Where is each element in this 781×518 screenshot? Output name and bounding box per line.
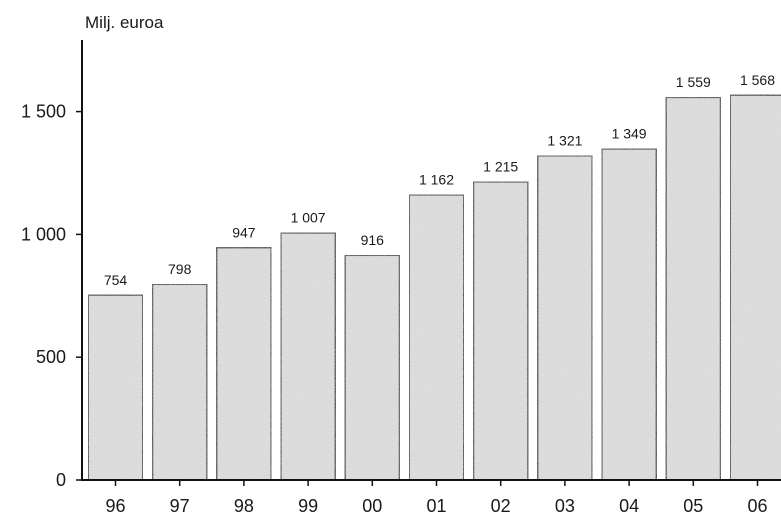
x-axis: 96 97 98 99 00 01 02 03 04 05 06 [82,479,781,516]
x-tick-label: 01 [426,496,446,516]
bar-value-label: 1 349 [612,126,647,142]
bar-02 [472,180,530,481]
x-tick-label: 05 [683,496,703,516]
bar-value-label: 916 [361,232,385,248]
y-axis-label: Milj. euroa [85,13,164,32]
x-tick-label: 97 [170,496,190,516]
x-tick-label: 03 [555,496,575,516]
y-tick-label: 500 [36,347,66,367]
bar-01 [408,193,465,481]
bar-04 [600,147,658,481]
y-tick-label: 0 [56,470,66,490]
x-tick-label: 06 [747,496,767,516]
x-tick-label: 96 [105,496,125,516]
bar-value-label: 1 559 [676,74,711,90]
bar-value-label: 798 [168,261,192,277]
bar-05 [664,96,722,482]
x-tick-label: 98 [234,496,254,516]
bar-value-label: 1 215 [483,159,518,175]
y-tick-label: 1 500 [21,102,66,122]
bar-value-label: 1 007 [291,210,326,226]
bar-value-label: 1 162 [419,172,454,188]
bar-value-label: 1 568 [740,72,775,88]
y-tick-label: 1 000 [21,224,66,244]
y-axis: 0 500 1 000 1 500 [21,40,83,490]
x-tick-label: 99 [298,496,318,516]
bar-00 [343,254,401,481]
bar-98 [215,246,273,481]
x-tick-label: 04 [619,496,639,516]
bar-value-label: 947 [232,224,256,240]
bar-value-label: 1 321 [547,133,582,149]
x-tick-label: 02 [491,496,511,516]
bar-value-label: 754 [104,272,128,288]
bar-96 [87,293,144,481]
x-tick-label: 00 [362,496,382,516]
bar-06 [729,93,781,481]
bar-99 [279,231,337,481]
bars-group: 754 798 947 1 007 916 1 162 1 215 1 321 1 349 1 5… [87,72,781,482]
bar-97 [151,283,209,481]
bar-03 [536,154,594,481]
